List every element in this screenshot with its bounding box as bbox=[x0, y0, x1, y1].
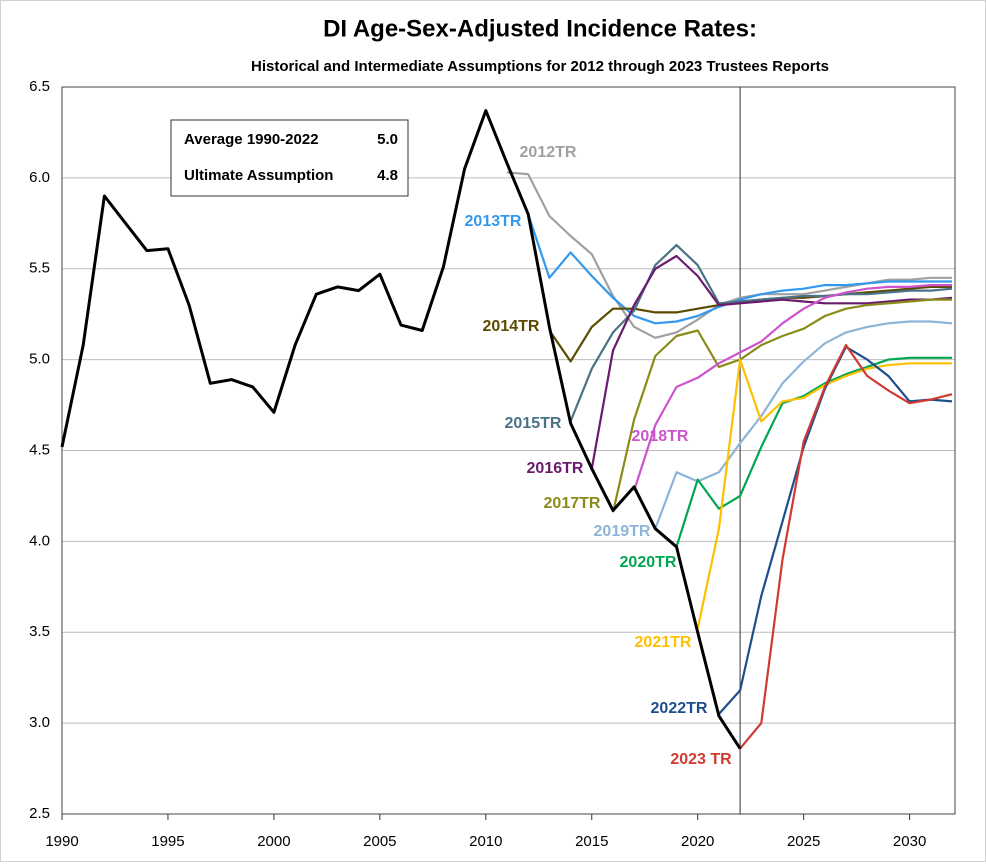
series-line bbox=[590, 254, 953, 469]
series-label: 2023 TR bbox=[670, 751, 732, 768]
annotation-text: Ultimate Assumption bbox=[184, 167, 333, 184]
series-label: 2022TR bbox=[651, 700, 708, 717]
y-tick-label: 6.5 bbox=[29, 78, 50, 95]
series-label: 2014TR bbox=[483, 318, 540, 335]
y-tick-label: 4.0 bbox=[29, 532, 50, 549]
x-tick-label: 2015 bbox=[575, 833, 608, 850]
annotation-box bbox=[170, 119, 409, 197]
series-line bbox=[654, 320, 953, 530]
series-label: 2020TR bbox=[620, 554, 677, 571]
x-tick-label: 2005 bbox=[363, 833, 396, 850]
plot-border bbox=[61, 86, 956, 815]
x-tick-label: 2010 bbox=[469, 833, 502, 850]
annotation-value: 5.0 bbox=[377, 131, 398, 148]
series-label: 2019TR bbox=[594, 523, 651, 540]
y-tick-label: 5.5 bbox=[29, 260, 50, 277]
annotation-text: Average 1990-2022 bbox=[184, 131, 319, 148]
y-tick-label: 3.0 bbox=[29, 714, 50, 731]
y-tick-label: 4.5 bbox=[29, 441, 50, 458]
x-tick-label: 2020 bbox=[681, 833, 714, 850]
series-line bbox=[739, 344, 953, 750]
series-label: 2017TR bbox=[544, 495, 601, 512]
series-line bbox=[60, 109, 742, 750]
x-tick-label: 1990 bbox=[45, 833, 78, 850]
series-label: 2015TR bbox=[505, 415, 562, 432]
series-line bbox=[611, 298, 952, 513]
series-line bbox=[633, 284, 952, 491]
chart-title: DI Age-Sex-Adjusted Incidence Rates: bbox=[323, 15, 757, 42]
y-tick-label: 2.5 bbox=[29, 805, 50, 822]
series-label: 2013TR bbox=[465, 213, 522, 230]
y-tick-label: 5.0 bbox=[29, 351, 50, 368]
x-tick-label: 1995 bbox=[151, 833, 184, 850]
series-line bbox=[527, 213, 952, 325]
annotation-value: 4.8 bbox=[377, 167, 398, 184]
y-tick-label: 3.5 bbox=[29, 623, 50, 640]
x-tick-label: 2000 bbox=[257, 833, 290, 850]
series-label: 2016TR bbox=[527, 460, 584, 477]
x-tick-label: 2025 bbox=[787, 833, 820, 850]
series-label: 2018TR bbox=[632, 428, 689, 445]
series-label: 2012TR bbox=[520, 144, 577, 161]
series-line bbox=[569, 244, 953, 422]
x-tick-label: 2030 bbox=[893, 833, 926, 850]
chart-subtitle: Historical and Intermediate Assumptions … bbox=[251, 58, 829, 75]
series-label: 2021TR bbox=[635, 634, 692, 651]
y-tick-label: 6.0 bbox=[29, 169, 50, 186]
